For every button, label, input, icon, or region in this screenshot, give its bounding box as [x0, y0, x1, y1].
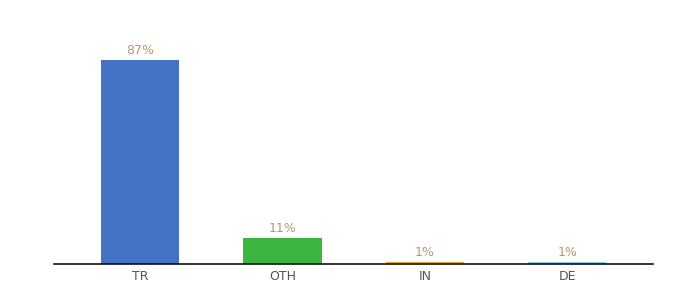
- Text: 11%: 11%: [269, 222, 296, 235]
- Text: 1%: 1%: [558, 246, 577, 259]
- Text: 87%: 87%: [126, 44, 154, 57]
- Text: 1%: 1%: [415, 246, 435, 259]
- Bar: [528, 262, 607, 264]
- Bar: [101, 60, 179, 264]
- Bar: [243, 238, 322, 264]
- Bar: [386, 262, 464, 264]
